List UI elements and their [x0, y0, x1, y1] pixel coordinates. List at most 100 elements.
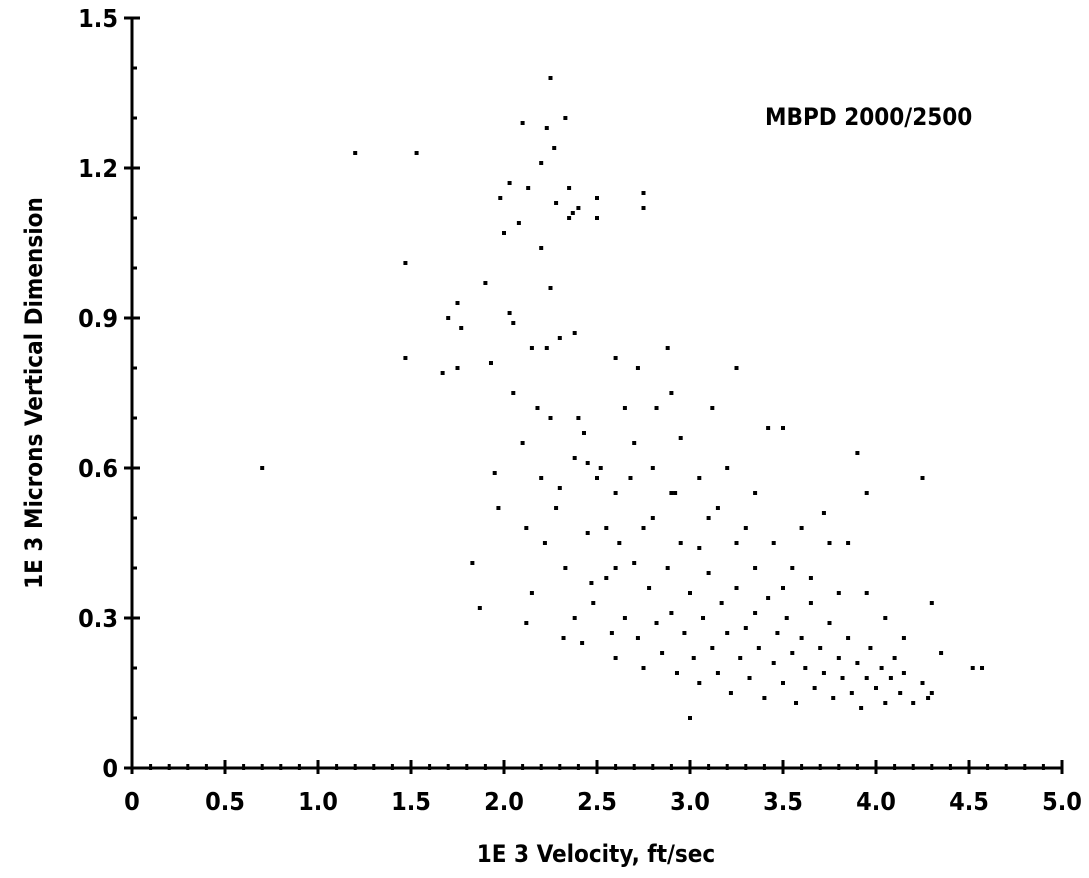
data-point — [613, 566, 618, 570]
data-point — [498, 196, 503, 200]
data-point — [678, 436, 683, 440]
data-point — [520, 441, 525, 445]
data-point — [821, 671, 826, 675]
data-point — [581, 431, 586, 435]
data-point — [892, 656, 897, 660]
data-point — [753, 491, 758, 495]
data-point — [836, 591, 841, 595]
data-point — [701, 616, 706, 620]
y-tick-label: 1.5 — [78, 4, 118, 33]
data-point — [641, 206, 646, 210]
data-point — [554, 506, 559, 510]
data-point — [673, 491, 678, 495]
data-point — [939, 651, 944, 655]
data-point — [609, 631, 614, 635]
data-point — [920, 476, 925, 480]
data-point — [492, 471, 497, 475]
data-point — [929, 691, 934, 695]
y-tick-label: 0 — [102, 754, 118, 783]
data-point — [585, 461, 590, 465]
data-point — [855, 661, 860, 665]
data-point — [799, 636, 804, 640]
data-point — [775, 631, 780, 635]
data-point — [650, 516, 655, 520]
data-point — [734, 541, 739, 545]
data-point — [980, 666, 985, 670]
data-point — [674, 671, 679, 675]
x-tick-label: 3.0 — [670, 787, 710, 816]
data-point — [580, 641, 585, 645]
data-point — [647, 586, 652, 590]
data-point — [617, 541, 622, 545]
data-point — [688, 716, 692, 720]
y-tick-label: 0.9 — [78, 304, 118, 333]
data-point — [488, 361, 493, 365]
data-point — [628, 476, 633, 480]
data-point — [403, 261, 408, 265]
data-point — [669, 391, 674, 395]
data-point — [743, 626, 748, 630]
data-point — [784, 616, 789, 620]
data-point — [554, 201, 559, 205]
x-tick-label: 3.5 — [763, 787, 803, 816]
data-point — [901, 671, 906, 675]
data-point — [570, 211, 575, 215]
x-tick-label: 1.0 — [298, 787, 338, 816]
data-point — [697, 476, 702, 480]
data-point — [589, 581, 594, 585]
data-point — [539, 161, 544, 165]
data-point — [446, 316, 451, 320]
data-point — [766, 426, 771, 430]
data-point — [622, 616, 627, 620]
data-point — [598, 466, 603, 470]
data-point — [613, 656, 618, 660]
data-point — [883, 616, 888, 620]
data-point — [459, 326, 464, 330]
data-point — [520, 121, 525, 125]
data-point — [771, 661, 776, 665]
data-point — [572, 456, 577, 460]
data-point — [697, 681, 702, 685]
data-point — [808, 576, 813, 580]
data-point — [539, 476, 544, 480]
data-point — [455, 366, 460, 370]
data-point — [911, 701, 916, 705]
data-point — [665, 566, 670, 570]
data-point — [542, 541, 547, 545]
x-tick-label: 0 — [124, 787, 140, 816]
data-point — [846, 541, 851, 545]
data-point — [595, 476, 599, 480]
data-point — [781, 681, 785, 685]
data-point — [812, 686, 817, 690]
data-point — [622, 406, 627, 410]
x-tick-label: 0.5 — [205, 787, 245, 816]
data-point — [790, 566, 795, 570]
data-point — [728, 691, 733, 695]
data-point — [440, 371, 445, 375]
data-point — [483, 281, 488, 285]
data-point — [477, 606, 482, 610]
data-point — [725, 466, 730, 470]
data-point — [868, 646, 873, 650]
data-point — [524, 621, 529, 625]
data-point — [790, 651, 795, 655]
data-point — [926, 696, 931, 700]
data-point — [665, 346, 670, 350]
data-point — [650, 466, 655, 470]
data-point — [756, 646, 761, 650]
x-tick-label: 1.5 — [391, 787, 431, 816]
data-point — [544, 346, 549, 350]
data-point — [516, 221, 521, 225]
data-point — [613, 356, 618, 360]
data-point — [710, 646, 715, 650]
data-point — [827, 621, 832, 625]
data-point — [654, 406, 659, 410]
data-point — [567, 216, 572, 220]
data-point — [781, 586, 785, 590]
data-point — [539, 246, 544, 250]
data-point — [846, 636, 851, 640]
data-point — [898, 691, 903, 695]
data-point — [572, 331, 577, 335]
data-point — [511, 321, 516, 325]
data-point — [678, 541, 683, 545]
